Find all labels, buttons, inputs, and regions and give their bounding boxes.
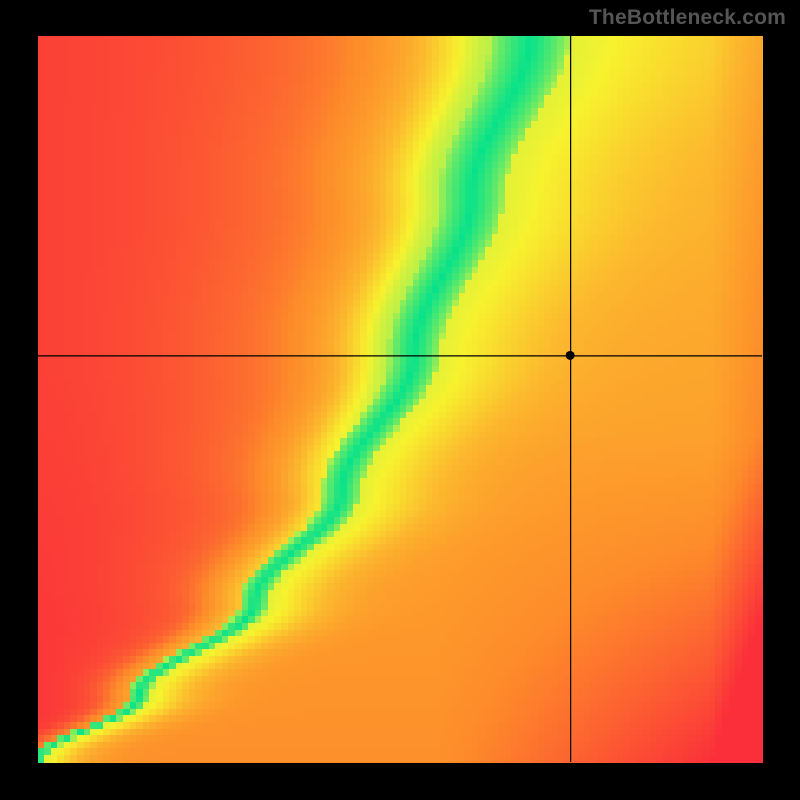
attribution-label: TheBottleneck.com — [589, 6, 786, 30]
bottleneck-heatmap — [0, 0, 800, 800]
